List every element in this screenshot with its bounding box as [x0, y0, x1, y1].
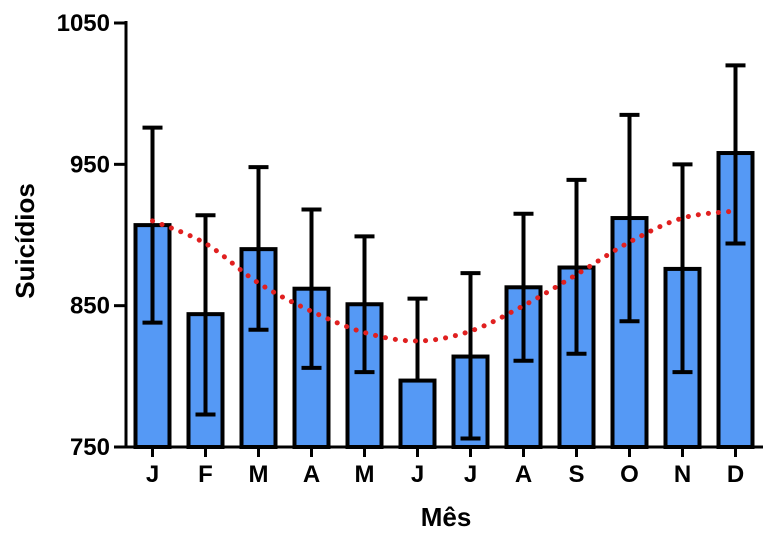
- y-tick-label: 1050: [57, 10, 110, 37]
- y-tick-label: 850: [70, 293, 110, 320]
- error-bar-4: [301, 207, 322, 370]
- error-bar-1: [142, 125, 163, 325]
- error-bar-3: [248, 165, 269, 332]
- error-bar-11: [672, 162, 693, 375]
- y-tick-label: 750: [70, 434, 110, 461]
- error-bar-5: [354, 234, 375, 375]
- x-tick-label: J: [464, 461, 477, 488]
- trend-line: [150, 208, 738, 344]
- x-tick-label: M: [355, 461, 375, 488]
- trend-line-group: [150, 208, 738, 344]
- x-tick-label: F: [198, 461, 213, 488]
- x-tick-label: M: [249, 461, 269, 488]
- x-axis-title: Mês: [421, 502, 472, 532]
- error-bar-10: [619, 112, 640, 324]
- x-tick-label: A: [303, 461, 320, 488]
- x-tick-label: J: [146, 461, 159, 488]
- error-bars-group: [142, 63, 746, 441]
- error-bar-9: [566, 177, 587, 356]
- y-axis-title: Suicídios: [10, 183, 40, 299]
- error-bar-8: [513, 211, 534, 363]
- x-tick-label: N: [674, 461, 691, 488]
- bar-6: [398, 378, 437, 449]
- error-bar-12: [725, 63, 746, 246]
- y-axis-ticks: 750 850 950 1050: [57, 10, 126, 461]
- error-bar-7: [460, 271, 481, 441]
- x-tick-label: S: [568, 461, 584, 488]
- error-bar-2: [195, 213, 216, 417]
- bars-group: [133, 151, 755, 450]
- x-tick-label: J: [411, 461, 424, 488]
- y-tick-label: 950: [70, 151, 110, 178]
- x-tick-label: D: [727, 461, 744, 488]
- x-tick-label: O: [620, 461, 639, 488]
- x-tick-label: A: [515, 461, 532, 488]
